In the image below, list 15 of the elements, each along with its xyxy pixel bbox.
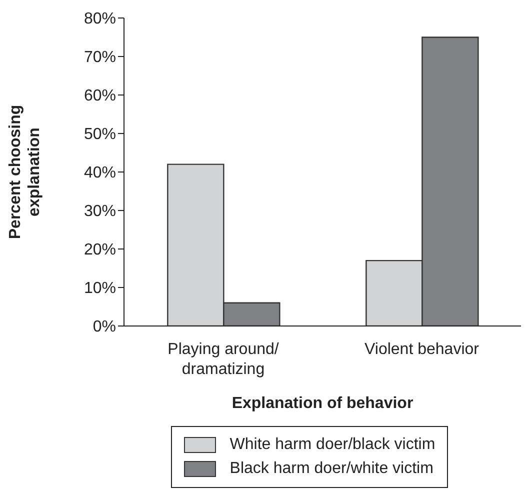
y-tick-label: 10%	[84, 280, 116, 298]
y-tick-label: 50%	[84, 126, 116, 144]
y-tick-label: 40%	[84, 164, 116, 182]
y-tick-label: 30%	[84, 203, 116, 220]
y-tick-label: 0%	[92, 318, 116, 336]
y-axis-title: Percent choosing explanation	[7, 104, 43, 240]
y-tick-label: 80%	[84, 10, 116, 28]
y-tick-label: 20%	[84, 242, 116, 259]
x-axis-title: Explanation of behavior	[232, 395, 414, 412]
y-tick-label: 60%	[84, 88, 116, 105]
y-tick-label: 70%	[84, 49, 116, 66]
legend-label: Black harm doer/white victim	[230, 459, 434, 479]
legend-label: White harm doer/black victim	[230, 435, 436, 455]
x-tick-label: Playing around/ dramatizing	[168, 341, 280, 378]
x-tick-label: Violent behavior	[364, 341, 480, 358]
